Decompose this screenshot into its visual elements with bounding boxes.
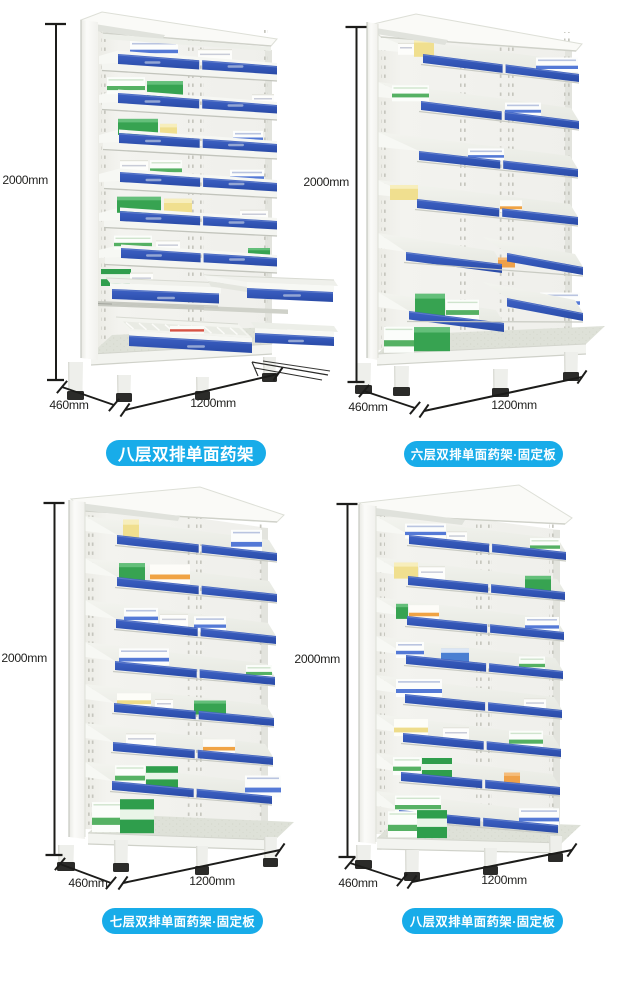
svg-text:1200mm: 1200mm [491, 398, 537, 412]
svg-text:1200mm: 1200mm [190, 396, 236, 410]
svg-text:1200mm: 1200mm [481, 873, 527, 887]
svg-text:2000mm: 2000mm [1, 651, 47, 665]
svg-text:460mm: 460mm [338, 876, 377, 890]
svg-text:2000mm: 2000mm [294, 652, 340, 666]
svg-text:2000mm: 2000mm [2, 173, 48, 187]
svg-text:2000mm: 2000mm [303, 175, 349, 189]
svg-text:460mm: 460mm [348, 400, 387, 414]
svg-text:1200mm: 1200mm [189, 874, 235, 888]
svg-text:460mm: 460mm [68, 876, 107, 890]
svg-text:460mm: 460mm [49, 398, 88, 412]
